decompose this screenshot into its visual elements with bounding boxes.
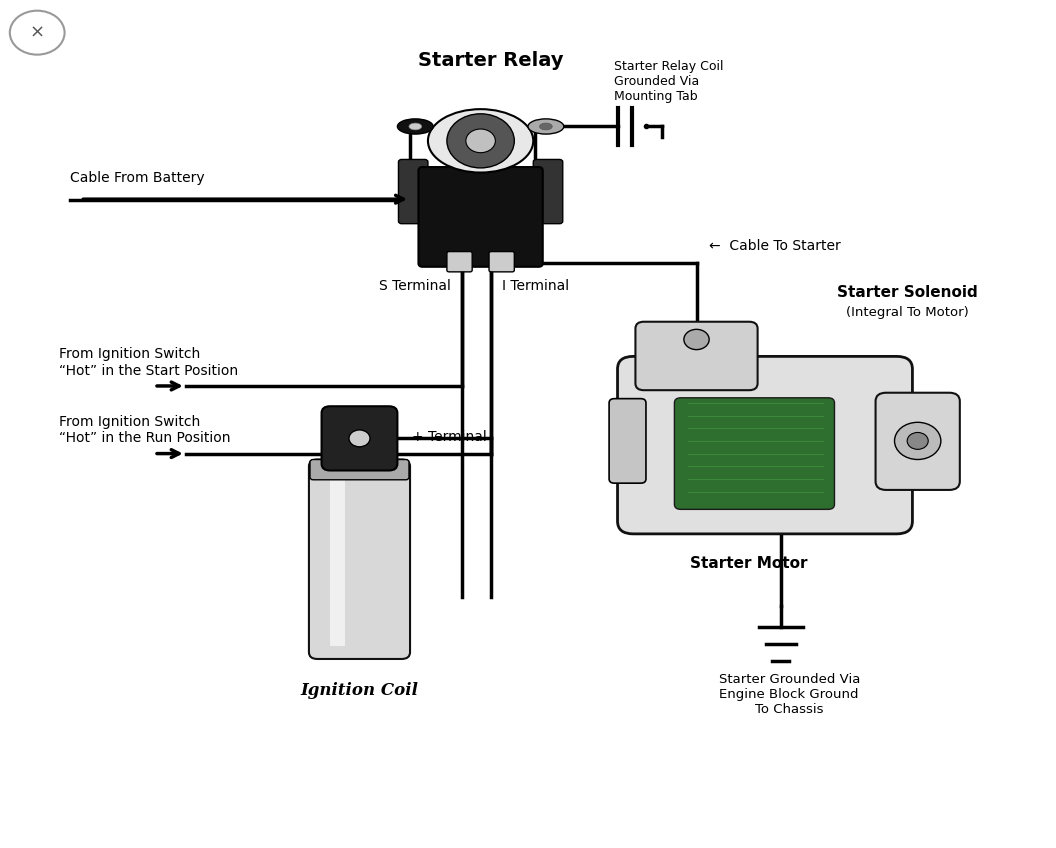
Circle shape <box>894 422 941 460</box>
Text: Starter Relay Coil
Grounded Via
Mounting Tab: Starter Relay Coil Grounded Via Mounting… <box>615 60 723 103</box>
FancyBboxPatch shape <box>609 399 646 483</box>
Text: Starter Solenoid: Starter Solenoid <box>836 286 978 300</box>
Circle shape <box>907 432 928 449</box>
FancyBboxPatch shape <box>618 356 912 534</box>
Ellipse shape <box>528 119 564 134</box>
Text: Cable From Battery: Cable From Battery <box>70 170 205 185</box>
Text: S Terminal: S Terminal <box>379 279 451 293</box>
Text: ←  Cable To Starter: ← Cable To Starter <box>710 239 841 254</box>
Text: From Ignition Switch
“Hot” in the Run Position: From Ignition Switch “Hot” in the Run Po… <box>59 415 231 445</box>
Circle shape <box>466 129 495 153</box>
Text: Ignition Coil: Ignition Coil <box>301 682 418 699</box>
Ellipse shape <box>540 123 552 130</box>
Text: Starter Relay: Starter Relay <box>418 51 564 70</box>
FancyBboxPatch shape <box>418 167 543 267</box>
Text: ×: × <box>30 24 44 42</box>
Ellipse shape <box>428 109 533 172</box>
FancyBboxPatch shape <box>398 159 428 224</box>
Text: I Terminal: I Terminal <box>502 279 569 293</box>
Circle shape <box>10 11 64 54</box>
Circle shape <box>447 114 514 168</box>
Text: (Integral To Motor): (Integral To Motor) <box>846 306 968 319</box>
FancyBboxPatch shape <box>322 406 397 471</box>
FancyBboxPatch shape <box>310 460 409 480</box>
FancyBboxPatch shape <box>533 159 563 224</box>
Text: Starter Motor: Starter Motor <box>691 556 808 571</box>
Circle shape <box>684 329 710 349</box>
Text: + Terminal: + Terminal <box>412 430 487 444</box>
Text: From Ignition Switch
“Hot” in the Start Position: From Ignition Switch “Hot” in the Start … <box>59 348 239 377</box>
Circle shape <box>348 430 370 447</box>
FancyBboxPatch shape <box>489 252 514 272</box>
FancyBboxPatch shape <box>309 460 410 659</box>
FancyBboxPatch shape <box>675 398 834 510</box>
Text: Starter Grounded Via
Engine Block Ground
To Chassis: Starter Grounded Via Engine Block Ground… <box>718 673 860 717</box>
FancyBboxPatch shape <box>447 252 472 272</box>
FancyBboxPatch shape <box>636 321 757 390</box>
Bar <box>329 473 344 646</box>
Ellipse shape <box>409 123 421 130</box>
Ellipse shape <box>397 119 433 134</box>
FancyBboxPatch shape <box>875 393 960 490</box>
